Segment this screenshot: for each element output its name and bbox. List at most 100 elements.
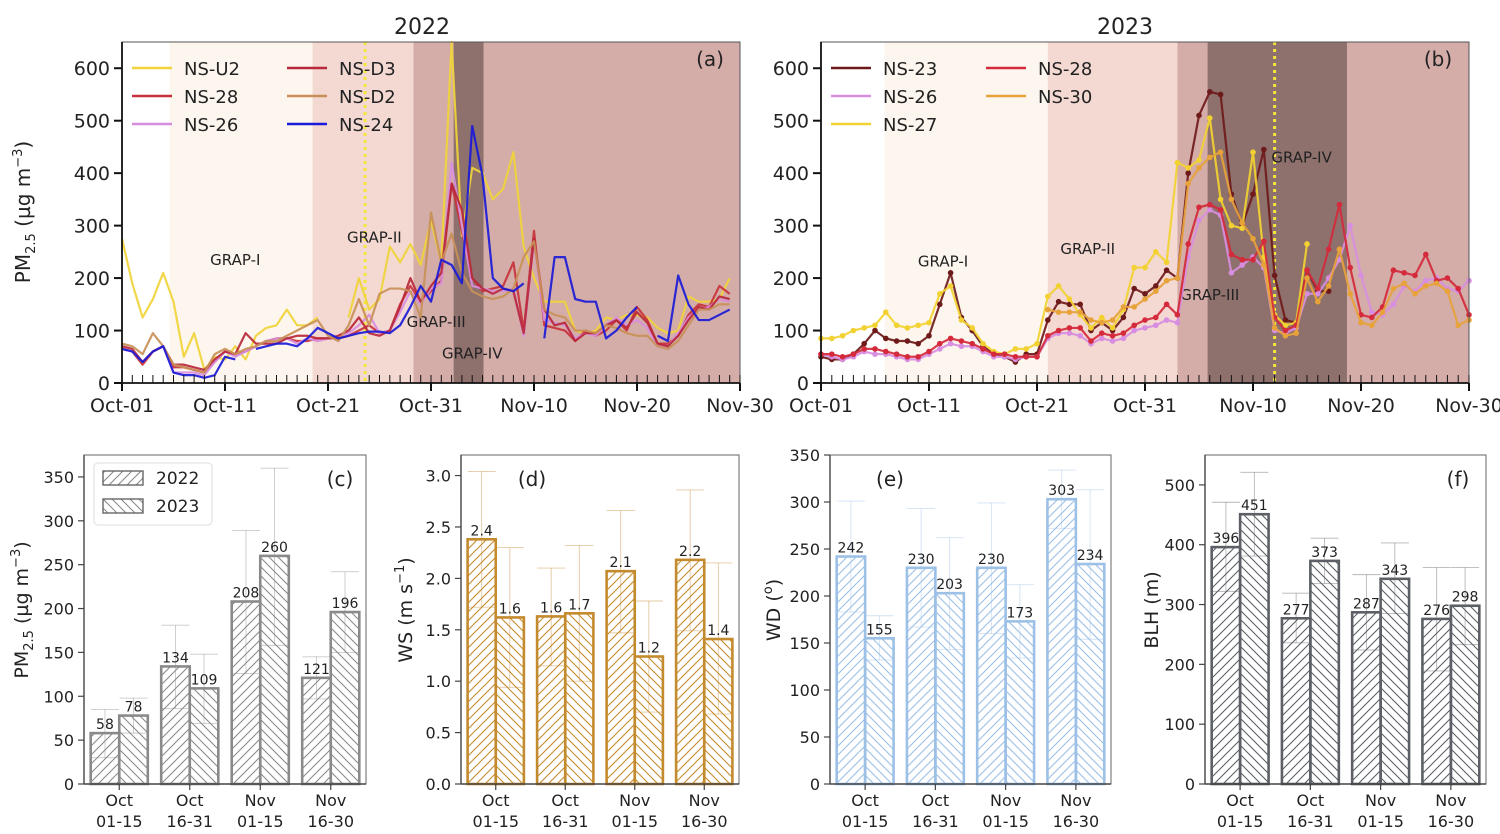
legend-item: NS-D3 [287,59,396,80]
x-tick-label-line2: 16-30 [1428,812,1475,831]
data-label: 109 [191,672,218,688]
y-tick-label: 0.0 [426,775,451,794]
data-label: 121 [303,662,330,678]
series-line [821,116,1309,356]
data-point [1196,165,1202,171]
y-tick-label: 0 [810,775,820,794]
data-point [1174,319,1181,326]
x-tick-label: Oct-21 [296,395,360,417]
legend-label: NS-27 [883,115,937,136]
data-point [1185,241,1191,247]
x-tick-label: Nov-10 [1219,395,1287,417]
data-point [829,351,835,357]
data-point [926,332,932,339]
data-point [1055,283,1062,289]
panel-label: (f) [1447,467,1470,491]
data-point [1207,89,1213,95]
y-tick-label: 500 [74,111,110,133]
data-point [1174,312,1181,318]
data-point [1109,317,1116,323]
band-label: GRAP-III [1180,286,1239,304]
bar-group: 121 [300,656,333,786]
data-point [947,283,954,289]
data-point [1142,291,1148,297]
x-tick-label: Nov-20 [1327,395,1395,417]
y-tick-label: 1.0 [426,672,451,691]
data-point [1250,191,1256,197]
band-label: GRAP-III [407,313,466,331]
data-point [1131,327,1137,334]
y-tick-label: 300 [1164,596,1195,615]
bar-group: 196 [329,571,361,786]
y-tick-label: 100 [74,321,110,343]
panel-f-blh-bars: 396 277 287 276 451 373 343 298 Oct 01-15 Oct 16-31… [1141,454,1487,831]
bar [1309,559,1341,786]
series-line [657,274,731,343]
y-label-main: WS (m s [395,584,417,663]
data-point [1250,235,1256,242]
bar [934,591,966,786]
data-point [1066,325,1073,331]
y-tick-label: 250 [789,540,820,559]
bar [466,538,498,786]
data-point [1304,291,1310,297]
bar [1046,497,1078,786]
data-point [872,351,878,357]
data-point [1369,309,1375,315]
data-label: 396 [1213,531,1240,547]
series-line [255,124,525,350]
data-point [958,317,965,323]
data-point [915,340,921,347]
data-point [1185,165,1191,171]
series-line [121,211,730,374]
data-label: 277 [1283,602,1310,618]
data-point [1261,238,1267,245]
y-axis-label: PM2.5 (µg m−3) [9,541,37,678]
data-label: 234 [1077,548,1104,564]
data-point [893,338,900,344]
y-tick-label: 600 [74,58,110,80]
y-tick-label: 150 [43,643,74,662]
series-line [543,255,638,340]
y-tick-label: 0 [1185,775,1195,794]
y-tick-label: 400 [74,163,110,185]
data-label: 451 [1241,498,1268,514]
data-point [1207,201,1213,208]
y-label-close: ) [11,141,35,149]
data-point [947,335,954,342]
data-point [1401,270,1407,276]
data-point [991,351,997,357]
data-point [872,322,878,329]
data-label: 373 [1311,545,1338,561]
data-label: 1.6 [540,600,562,616]
y-tick-label: 100 [43,687,74,706]
bar-group: 451 [1238,471,1270,786]
x-tick-label-line1: Nov [315,791,346,810]
data-point [904,353,911,360]
y-label-sup: −3 [9,549,24,568]
x-tick-label-line1: Nov [689,791,720,810]
y-tick-label: 200 [789,587,820,606]
y-label-main: BLH (m) [1141,571,1163,648]
y-tick-label: 300 [43,512,74,531]
data-point [1055,309,1062,315]
y-tick-label: 600 [773,58,809,80]
panel-e-wd-bars: 242 230 230 303 155 203 173 234 Oct 01-15 Oct 16-31… [761,446,1112,831]
bar [1004,620,1036,786]
data-point [926,348,932,355]
data-point [937,291,943,297]
y-tick-label: 0 [98,373,110,395]
x-tick-label-line1: Oct [176,791,204,810]
y-tick-label: 500 [1164,476,1195,495]
legend: 2022 2023 [93,462,213,526]
bar-series-2023: 78 109 260 196 [117,467,361,786]
y-label-sup: o [761,586,776,594]
data-point [1163,259,1170,266]
data-point [969,325,975,331]
y-label-main: PM [11,254,35,283]
data-point [1088,325,1094,331]
data-point [1120,304,1127,310]
bar-group: 2.4 [466,471,498,786]
x-tick-label-line2: 16-31 [1287,812,1334,831]
series-ns-28 [818,201,1472,360]
